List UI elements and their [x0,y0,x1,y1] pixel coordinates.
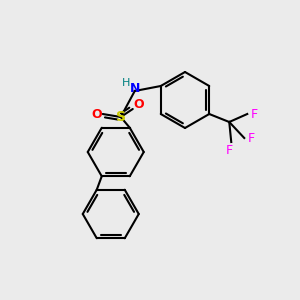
Text: O: O [92,107,102,121]
Text: H: H [122,78,130,88]
Text: F: F [248,131,255,145]
Text: F: F [251,107,258,121]
Text: F: F [226,143,233,157]
Text: S: S [116,110,126,124]
Text: N: N [130,82,140,95]
Text: O: O [134,98,144,112]
